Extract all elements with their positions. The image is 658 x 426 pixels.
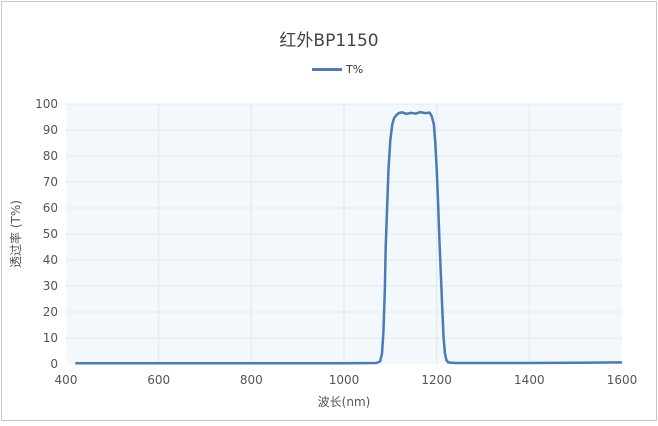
y-tick-label: 70 [43, 175, 58, 189]
x-tick-label: 1600 [607, 373, 638, 387]
y-tick-label: 0 [50, 357, 58, 371]
y-tick-label: 10 [43, 331, 58, 345]
x-tick-label: 800 [240, 373, 263, 387]
x-tick-label: 1200 [421, 373, 452, 387]
x-axis-label: 波长(nm) [318, 395, 371, 409]
y-tick-label: 50 [43, 227, 58, 241]
x-tick-label: 1400 [514, 373, 545, 387]
y-tick-label: 90 [43, 123, 58, 137]
legend-label: T% [346, 63, 364, 76]
y-tick-label: 20 [43, 305, 58, 319]
y-tick-label: 80 [43, 149, 58, 163]
y-tick-label: 100 [35, 97, 58, 111]
chart-title: 红外BP1150 [279, 31, 379, 51]
legend-swatch [312, 68, 342, 71]
y-tick-label: 40 [43, 253, 58, 267]
series-line-T% [75, 110, 623, 365]
x-tick-label: 1000 [329, 373, 360, 387]
legend[interactable]: T% [312, 63, 363, 76]
x-tick-label: 400 [55, 373, 78, 387]
y-axis-label: 透过率 (T%) [8, 200, 23, 268]
x-tick-label: 600 [147, 373, 170, 387]
y-tick-label: 60 [43, 201, 58, 215]
y-tick-label: 30 [43, 279, 58, 293]
